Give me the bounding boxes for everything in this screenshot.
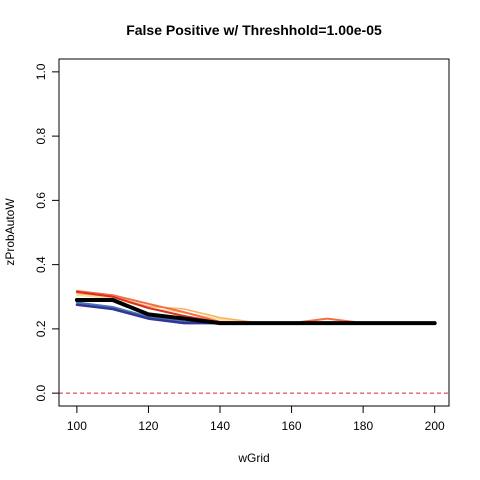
y-tick-label: 0.8 <box>34 127 48 144</box>
x-tick-label: 100 <box>67 419 87 433</box>
series-line-7 <box>74 298 437 326</box>
x-axis-label: wGrid <box>237 451 269 465</box>
x-tick-label: 120 <box>138 419 158 433</box>
y-tick-label: 1.0 <box>34 63 48 80</box>
x-tick-label: 160 <box>282 419 302 433</box>
x-tick-label: 180 <box>353 419 373 433</box>
plot-box <box>58 58 450 407</box>
x-axis: 100 120 140 160 180 200 <box>67 405 445 433</box>
x-tick-label: 140 <box>210 419 230 433</box>
series-layer <box>74 290 437 326</box>
y-tick-label: 0.4 <box>34 256 48 273</box>
chart-title: False Positive w/ Threshhold=1.00e-05 <box>126 22 382 38</box>
y-tick-label: 0.0 <box>34 384 48 401</box>
y-tick-label: 0.2 <box>34 320 48 337</box>
y-axis: 0.0 0.2 0.4 0.6 0.8 1.0 <box>34 63 60 401</box>
y-axis-label: zProbAutoW <box>3 198 17 266</box>
y-tick-label: 0.6 <box>34 192 48 209</box>
x-tick-label: 200 <box>425 419 445 433</box>
